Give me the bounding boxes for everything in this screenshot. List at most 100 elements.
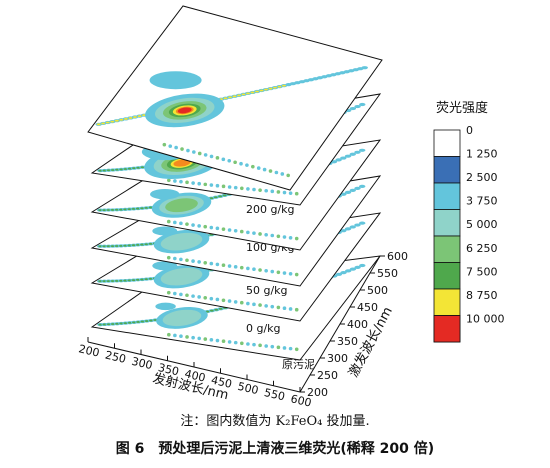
ridge-mark — [349, 225, 356, 229]
ridge-core — [259, 89, 264, 92]
ridge-core — [135, 278, 140, 281]
ridge-core — [98, 323, 103, 326]
figure-caption: 图 6 预处理后污泥上清液三维荧光(稀释 200 倍) — [115, 441, 435, 457]
x-tick-label: 550 — [263, 386, 286, 403]
legend-title: 荧光强度 — [436, 100, 488, 116]
scatter-dot — [245, 163, 249, 167]
ridge-mark — [340, 229, 347, 233]
scatter-dot — [197, 336, 202, 341]
ridge-core — [96, 123, 101, 126]
scatter-dot — [282, 235, 287, 239]
scatter-dot — [162, 142, 167, 147]
ridge-core — [246, 92, 251, 95]
ridge-mark — [354, 223, 361, 227]
scatter-dot — [246, 301, 250, 306]
scatter-dot — [179, 257, 183, 262]
ridge-core — [127, 279, 132, 282]
scatter-dot — [185, 180, 189, 185]
scatter-dot — [239, 265, 244, 270]
ridge-mark — [344, 190, 352, 194]
scatter-dot — [203, 182, 208, 187]
ridge-core — [223, 97, 228, 100]
legend-swatch — [433, 209, 461, 237]
scatter-dot — [173, 291, 177, 296]
ridge-mark — [349, 267, 357, 271]
ridge-mark — [349, 106, 357, 111]
y-tick-label: 350 — [337, 335, 358, 348]
ridge-core — [131, 279, 136, 281]
scatter-dot — [270, 189, 275, 194]
scatter-dot — [240, 341, 244, 346]
ridge-core — [110, 120, 115, 123]
scatter-dot — [166, 290, 171, 295]
scatter-dot — [294, 347, 299, 352]
ridge-mark — [354, 150, 361, 154]
ridge-core — [119, 279, 124, 282]
ridge-core — [114, 208, 119, 211]
ridge-core — [144, 320, 149, 322]
legend-label: 5 000 — [466, 218, 498, 231]
scatter-dot — [185, 293, 189, 298]
ridge-core — [106, 245, 111, 248]
legend-swatch — [433, 182, 461, 210]
scatter-dot — [185, 222, 189, 226]
ridge-core — [277, 85, 282, 88]
scatter-dot — [227, 340, 232, 344]
scatter-dot — [227, 228, 232, 232]
scatter-dot — [227, 158, 232, 163]
ridge-core — [148, 206, 153, 209]
ridge-core — [98, 280, 103, 283]
ridge-core — [273, 86, 278, 89]
slice-0: 原污泥 — [87, 5, 383, 371]
ridge-core — [264, 88, 269, 91]
ridge-core — [209, 309, 214, 312]
scatter-dot — [282, 306, 287, 310]
legend-label: 7 500 — [466, 265, 498, 278]
scatter-dot — [191, 294, 195, 298]
ridge-core — [110, 169, 115, 171]
peak-contour — [162, 309, 202, 327]
ridge-core — [135, 244, 140, 246]
slice-label: 原污泥 — [282, 358, 315, 371]
peak-contour — [173, 159, 191, 167]
ridge-core — [110, 280, 115, 282]
ridge-core — [106, 280, 111, 283]
scatter-dot — [215, 183, 220, 188]
scatter-dot — [227, 264, 232, 268]
ridge-core — [128, 117, 133, 119]
scatter-dot — [258, 303, 262, 307]
ridge-core — [133, 116, 138, 118]
scatter-dot — [179, 221, 183, 226]
scatter-dot — [276, 345, 281, 350]
scatter-dot — [197, 260, 201, 264]
slice-label: 50 g/kg — [246, 284, 288, 297]
scatter-dot — [233, 228, 238, 233]
scatter-dot — [251, 164, 255, 169]
scatter-dot — [179, 179, 183, 184]
peak-contour-2 — [149, 71, 202, 90]
peak-contour — [165, 198, 198, 213]
ridge-mark — [345, 269, 352, 273]
ridge-core — [105, 121, 110, 124]
peak-contour-2 — [150, 188, 180, 200]
ridge-core — [119, 118, 124, 121]
scatter-dot — [215, 338, 220, 343]
scatter-dot — [168, 144, 173, 148]
scatter-dot — [288, 272, 293, 276]
ridge-core — [148, 242, 153, 245]
ridge-core — [144, 278, 149, 281]
peak-contour — [160, 232, 203, 251]
y-tick-label: 400 — [347, 318, 368, 331]
scatter-dot — [252, 342, 256, 347]
ridge-mark — [349, 188, 356, 192]
scatter-dot — [197, 151, 202, 156]
ridge-core — [106, 323, 111, 326]
scatter-dot — [276, 305, 281, 310]
scatter-dot — [209, 154, 214, 159]
scatter-dot — [282, 346, 287, 350]
scatter-dot — [233, 185, 238, 190]
legend-swatch — [433, 156, 461, 184]
scatter-dot — [252, 187, 256, 192]
legend-label: 10 000 — [466, 312, 505, 325]
ridge-core — [136, 166, 141, 169]
